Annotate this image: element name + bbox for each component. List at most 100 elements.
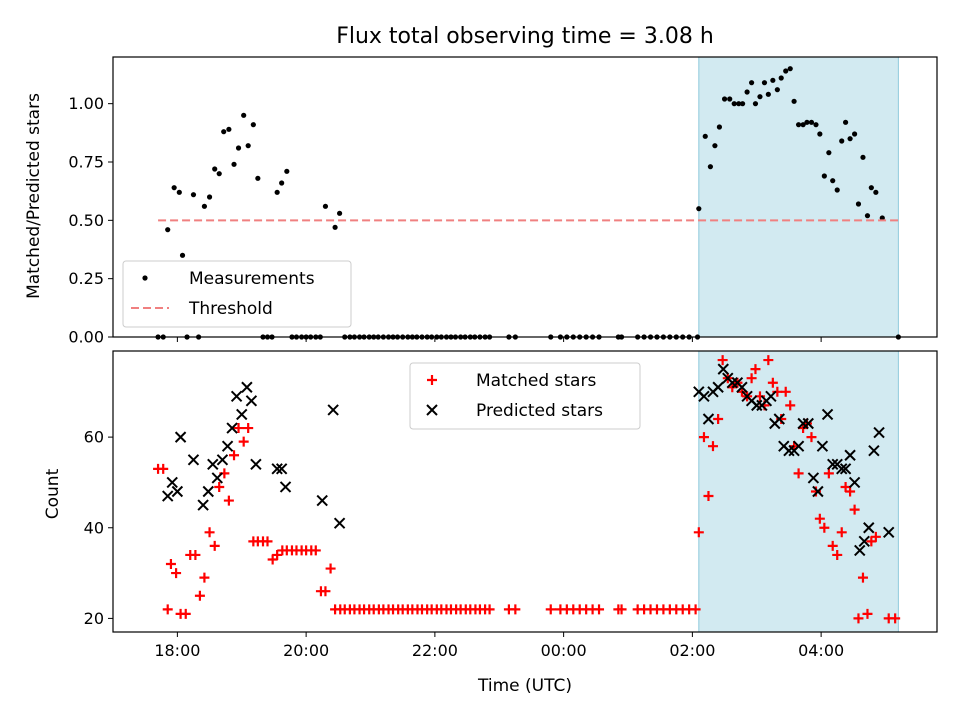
bottom-predicted-stars-point-18: [275, 463, 288, 475]
bottom-predicted-stars-point-10: [221, 440, 234, 452]
bottom-predicted-stars-point-8: [211, 472, 223, 484]
bottom-legend: Matched stars Predicted stars: [409, 362, 641, 430]
top-legend-threshold-label: Threshold: [188, 299, 273, 319]
top-measurements-point-129: [868, 185, 874, 191]
top-measurements-point-119: [826, 150, 832, 156]
bottom-matched-stars-point-93: [698, 432, 709, 443]
bottom-predicted-stars-point-9: [216, 454, 229, 466]
top-legend-measurements-label: Measurements: [189, 269, 315, 289]
bottom-y-axis-label: Count: [43, 468, 63, 519]
bottom-legend-predicted-stars-marker: [426, 404, 438, 416]
bottom-matched-stars-point-107: [763, 355, 774, 366]
bottom-matched-stars-point-119: [814, 513, 825, 524]
top-measurements-point-96: [727, 96, 733, 102]
bottom-matched-stars-point-79: [594, 604, 605, 615]
bottom-matched-stars-point-129: [857, 572, 868, 583]
bottom-matched-stars-point-103: [746, 373, 757, 384]
bottom-predicted-stars-point-6: [202, 485, 214, 498]
top-measurements-point-122: [839, 138, 845, 144]
bottom-predicted-stars-point-21: [327, 404, 339, 416]
bottom-y-tick-label-0: 20: [84, 609, 104, 628]
bottom-predicted-stars-point-47: [807, 472, 820, 484]
bottom-predicted-stars-point-0: [162, 490, 174, 502]
top-measurements-point-95: [721, 96, 728, 102]
top-legend-measurements-marker: [142, 275, 148, 281]
top-measurements-point-2: [165, 227, 171, 233]
bottom-predicted-stars-point-30: [726, 377, 738, 389]
bottom-predicted-stars-point-61: [873, 426, 885, 439]
bottom-predicted-stars-point-42: [783, 445, 795, 457]
top-measurements-point-12: [216, 171, 222, 177]
top-measurements-point-101: [749, 80, 755, 86]
bottom-matched-stars-point-23: [262, 536, 273, 547]
bottom-matched-stars-point-97: [717, 355, 728, 366]
top-y-tick-label-1: 0.25: [68, 269, 104, 288]
bottom-matched-stars-point-72: [545, 604, 556, 615]
top-measurements-point-99: [739, 101, 746, 107]
bottom-predicted-stars-point-12: [230, 390, 243, 403]
bottom-predicted-stars-point-58: [858, 535, 870, 548]
top-measurements-point-91: [702, 133, 708, 139]
top-measurements-point-7: [190, 192, 197, 198]
bottom-predicted-stars-point-49: [816, 440, 829, 452]
top-measurements-point-125: [852, 131, 858, 137]
bottom-predicted-stars-point-57: [854, 544, 866, 557]
bottom-matched-stars-point-12: [209, 540, 220, 551]
top-measurements-point-111: [791, 98, 797, 104]
bottom-legend-matched-stars-label: Matched stars: [476, 371, 596, 391]
bottom-matched-stars-point-16: [229, 450, 240, 461]
bottom-predicted-stars-point-5: [197, 499, 209, 511]
bottom-predicted-stars-point-27: [712, 381, 724, 393]
top-measurements-point-116: [813, 122, 819, 128]
top-measurements-point-128: [864, 213, 871, 219]
top-measurements-point-94: [716, 124, 723, 130]
top-measurements-point-92: [707, 164, 714, 170]
top-measurements-point-10: [206, 194, 213, 200]
top-measurements-point-118: [821, 173, 827, 179]
bottom-matched-stars-point-24: [267, 554, 278, 565]
bottom-matched-stars-point-15: [223, 495, 234, 506]
bottom-matched-stars-point-112: [785, 400, 796, 411]
bottom-matched-stars-point-104: [750, 364, 761, 375]
top-measurements-point-98: [736, 101, 742, 107]
bottom-matched-stars-point-2: [162, 604, 173, 615]
top-measurements-point-124: [847, 136, 853, 142]
top-measurements-point-9: [201, 203, 208, 209]
bottom-matched-stars-point-25: [272, 549, 283, 560]
bottom-predicted-stars-point-1: [166, 476, 178, 489]
bottom-matched-stars-point-126: [845, 486, 856, 497]
bottom-predicted-stars-point-48: [812, 485, 824, 498]
bottom-predicted-stars-point-59: [863, 522, 875, 534]
bottom-predicted-stars-point-2: [171, 485, 184, 498]
bottom-x-tick-label-5: 04:00: [798, 641, 844, 660]
top-measurements-point-107: [774, 87, 780, 93]
x-axis-label: Time (UTC): [477, 676, 572, 696]
top-measurements-point-130: [873, 189, 879, 195]
bottom-predicted-stars-point-54: [839, 463, 852, 475]
top-measurements-point-15: [231, 161, 237, 167]
bottom-matched-stars-point-1: [158, 463, 169, 474]
bottom-predicted-stars-point-28: [717, 363, 729, 375]
bottom-predicted-stars-point-15: [245, 395, 258, 407]
top-measurements-point-105: [765, 91, 771, 97]
bottom-predicted-stars-point-17: [271, 463, 283, 475]
top-measurements-point-117: [817, 131, 823, 137]
bottom-predicted-stars-point-16: [250, 458, 262, 471]
bottom-predicted-stars-point-51: [827, 458, 839, 471]
top-measurements-point-93: [712, 143, 718, 149]
bottom-matched-stars-point-36: [325, 563, 336, 574]
top-measurements-point-131: [879, 215, 885, 221]
top-measurements-point-100: [744, 89, 750, 95]
top-measurements-point-24: [274, 189, 280, 195]
bottom-legend-matched-stars-marker: [427, 375, 437, 385]
bottom-predicted-stars-point-24: [698, 390, 710, 403]
bottom-matched-stars-point-127: [849, 504, 860, 515]
bottom-panel: 20 40 60 18:00 20:00 22:00 00:00 02:00 04:00 Matc…: [84, 350, 938, 660]
top-y-tick-label-2: 0.50: [68, 211, 104, 230]
bottom-predicted-stars-point-3: [174, 431, 187, 443]
top-measurements-point-20: [255, 175, 261, 181]
top-y-axis-label: Matched/Predicted stars: [24, 93, 44, 299]
top-measurements-point-17: [241, 112, 247, 118]
bottom-x-tick-label-1: 20:00: [283, 641, 329, 660]
bottom-matched-stars-point-95: [707, 441, 718, 452]
